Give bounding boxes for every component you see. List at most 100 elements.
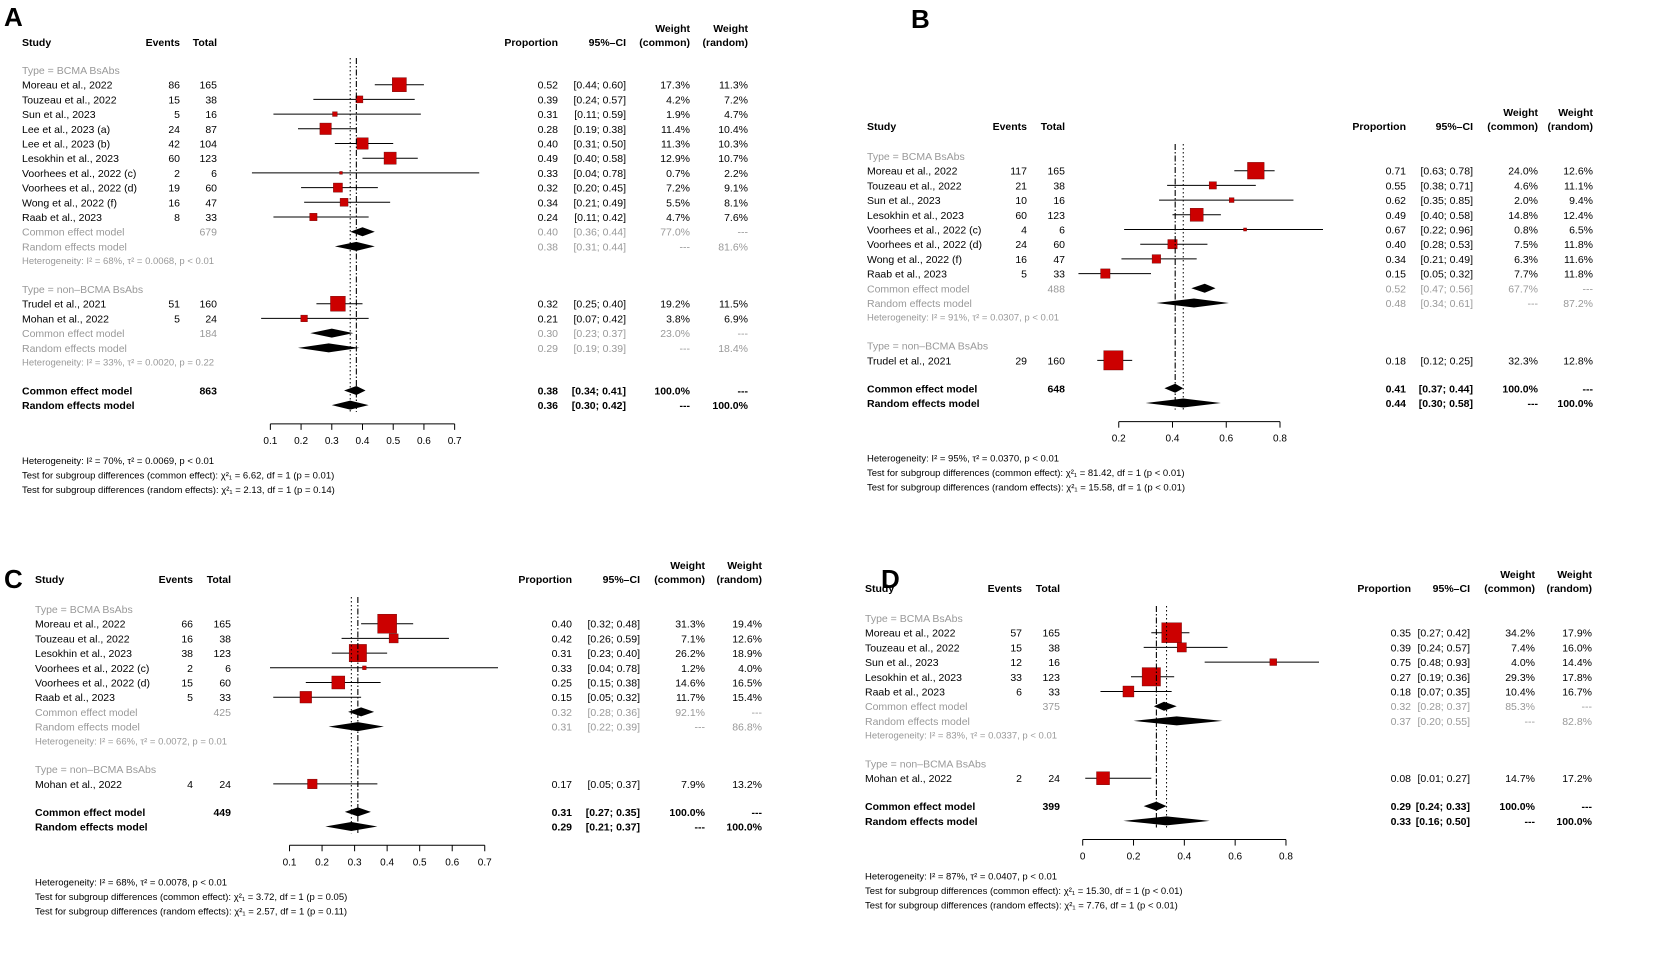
study-row: Lee et al., 2023 (b) 42 104 0.40 [0.31; 0.50… <box>22 137 748 151</box>
study-total: 24 <box>1048 773 1060 785</box>
x-tick-label: 0.2 <box>294 436 308 447</box>
study-name: Lesokhin et al., 2023 <box>22 153 119 165</box>
study-weight-random: 12.6% <box>1563 166 1593 178</box>
study-ci: [0.11; 0.42] <box>574 212 626 224</box>
study-weight-common: 6.3% <box>1514 254 1538 266</box>
study-proportion: 0.15 <box>1386 269 1407 281</box>
overall-random-row: Random effects model 0.44 [0.30; 0.58] --- 1… <box>867 398 1594 410</box>
x-tick-label: 0.7 <box>478 857 492 868</box>
footer-note: Heterogeneity: I² = 68%, τ² = 0.0078, p … <box>35 877 227 888</box>
study-events: 86 <box>168 80 180 92</box>
study-weight-common: 2.0% <box>1514 195 1538 207</box>
subgroup-common-row: Common effect model 425 0.32 [0.28; 0.36] 92… <box>35 707 762 719</box>
model-proportion: 0.30 <box>538 328 559 340</box>
study-ci: [0.35; 0.85] <box>1420 195 1473 207</box>
model-ci: [0.34; 0.41] <box>572 385 626 397</box>
study-weight-random: 17.2% <box>1562 773 1592 785</box>
study-square <box>1229 197 1235 203</box>
study-weight-random: 11.6% <box>1564 254 1593 266</box>
study-name: Wong et al., 2022 (f) <box>867 254 962 266</box>
study-weight-common: 7.5% <box>1514 239 1538 251</box>
x-tick-label: 0.6 <box>1219 434 1233 445</box>
model-proportion: 0.38 <box>538 385 559 397</box>
study-proportion: 0.25 <box>552 678 573 690</box>
study-square <box>330 296 346 312</box>
study-square <box>1189 208 1204 222</box>
overall-common-row: Common effect model 449 0.31 [0.27; 0.35] 10… <box>35 807 762 819</box>
header-weight-common: Weight <box>1500 569 1535 581</box>
group-label: Type = non–BCMA BsAbs <box>865 759 986 771</box>
study-events: 2 <box>1016 773 1022 785</box>
study-events: 24 <box>1015 239 1027 251</box>
study-proportion: 0.75 <box>1391 657 1412 669</box>
model-label: Common effect model <box>22 328 125 340</box>
study-weight-random: 16.5% <box>732 678 762 690</box>
study-row: Voorhees et al., 2022 (d) 15 60 0.25 [0.15; … <box>35 675 762 690</box>
study-weight-common: 7.7% <box>1514 269 1538 281</box>
model-label: Common effect model <box>867 283 970 295</box>
header-events: Events <box>988 583 1023 595</box>
model-proportion: 0.31 <box>552 722 573 734</box>
study-weight-random: 4.7% <box>724 109 748 121</box>
study-weight-random: 4.0% <box>738 663 762 675</box>
study-weight-random: 10.7% <box>718 153 748 165</box>
model-proportion: 0.48 <box>1386 298 1407 310</box>
study-row: Sun et al., 2023 10 16 0.62 [0.35; 0.85] 2.0%… <box>867 195 1593 207</box>
study-weight-random: 11.1% <box>1564 180 1593 192</box>
footer-note: Test for subgroup differences (random ef… <box>35 906 347 917</box>
model-weight-random: --- <box>1583 383 1594 395</box>
x-tick-label: 0.4 <box>1177 852 1191 863</box>
overall-common-row: Common effect model 648 0.41 [0.37; 0.44] 10… <box>867 383 1593 395</box>
header-common: (common) <box>639 37 690 49</box>
study-events: 5 <box>174 109 180 121</box>
forest-plot-c: C Study Events Total Proportion 95%–CI Weight (… <box>4 560 763 917</box>
x-tick-label: 0.2 <box>1127 852 1141 863</box>
study-weight-random: 6.5% <box>1569 225 1593 237</box>
study-row: Voorhees et al., 2022 (d) 19 60 0.32 [0.20; … <box>22 183 748 195</box>
study-ci: [0.40; 0.58] <box>573 153 626 165</box>
study-square <box>1247 162 1265 180</box>
x-tick-label: 0.4 <box>356 436 370 447</box>
study-row: Wong et al., 2022 (f) 16 47 0.34 [0.21; 0.49… <box>867 254 1593 266</box>
x-tick-label: 0.4 <box>380 857 394 868</box>
study-square <box>377 613 397 634</box>
study-row: Mohan et al., 2022 5 24 0.21 [0.07; 0.42] 3.8… <box>22 313 748 325</box>
header-events: Events <box>159 574 194 586</box>
study-ci: [0.21; 0.49] <box>573 197 626 209</box>
model-ci: [0.22; 0.39] <box>587 722 640 734</box>
study-name: Raab et al., 2023 <box>865 687 945 699</box>
header-common: (common) <box>1484 583 1535 595</box>
header-random: (random) <box>1548 121 1594 133</box>
study-total: 104 <box>199 139 217 151</box>
model-weight-common: --- <box>1528 398 1539 410</box>
model-proportion: 0.37 <box>1391 716 1412 728</box>
study-total: 165 <box>199 80 217 92</box>
study-name: Voorhees et al., 2022 (d) <box>867 239 982 251</box>
study-total: 60 <box>219 678 231 690</box>
study-weight-random: 2.2% <box>724 168 748 180</box>
study-name: Mohan et al., 2022 <box>35 779 122 791</box>
study-square <box>307 778 318 789</box>
study-weight-common: 1.2% <box>681 663 705 675</box>
subgroup-heterogeneity: Heterogeneity: I² = 83%, τ² = 0.0337, p … <box>865 731 1057 742</box>
study-weight-random: 8.1% <box>724 197 748 209</box>
model-weight-common: 77.0% <box>660 227 690 239</box>
study-row: Touzeau et al., 2022 16 38 0.42 [0.26; 0.59]… <box>35 633 762 645</box>
study-row: Lesokhin et al., 2023 60 123 0.49 [0.40; 0.5… <box>22 151 748 165</box>
study-row: Moreau et al., 2022 117 165 0.71 [0.63; 0.78… <box>867 162 1593 180</box>
overall-common-row: Common effect model 863 0.38 [0.34; 0.41] 10… <box>22 385 748 397</box>
footer-note: Test for subgroup differences (random ef… <box>867 483 1185 494</box>
study-proportion: 0.40 <box>538 139 559 151</box>
study-square <box>1096 771 1110 785</box>
study-weight-random: 11.3% <box>719 80 748 92</box>
header-common: (common) <box>654 574 705 586</box>
study-proportion: 0.39 <box>538 94 559 106</box>
study-events: 16 <box>1015 254 1027 266</box>
study-events: 15 <box>1010 642 1022 654</box>
study-ci: [0.24; 0.57] <box>573 94 626 106</box>
study-events: 57 <box>1010 628 1022 640</box>
subgroup-random-row: Random effects model 0.37 [0.20; 0.55] --- 8… <box>865 716 1592 728</box>
x-tick-label: 0.1 <box>263 436 277 447</box>
model-weight-random: --- <box>752 807 763 819</box>
header-total: Total <box>1041 121 1065 133</box>
